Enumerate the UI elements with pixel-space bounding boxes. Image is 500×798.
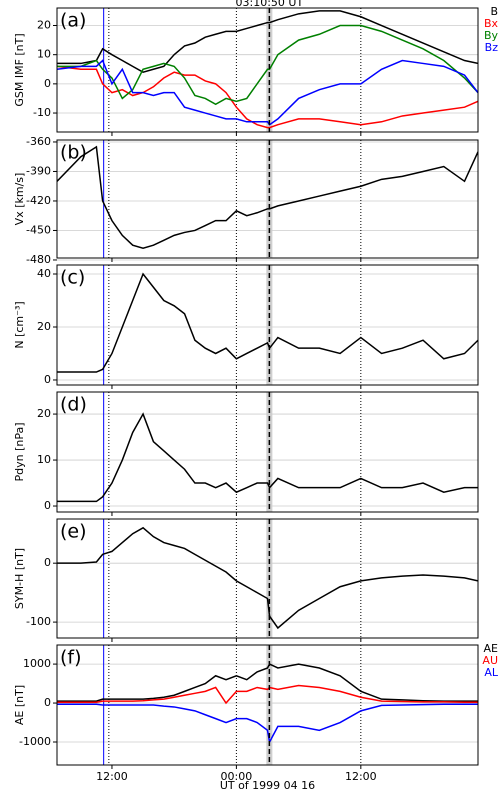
y-axis-label: AE [nT] <box>13 685 26 725</box>
y-tick-label: 0 <box>44 556 51 569</box>
y-tick-label: -480 <box>26 253 51 266</box>
y-tick-label: 0 <box>44 373 51 386</box>
y-tick-label: 1000 <box>23 657 51 670</box>
y-tick-label: -10 <box>33 106 51 119</box>
legend-entry: AE <box>484 642 499 655</box>
y-tick-label: -100 <box>26 615 51 628</box>
y-tick-label: -390 <box>26 164 51 177</box>
y-tick-label: 0 <box>44 696 51 709</box>
y-tick-label: 20 <box>37 19 51 32</box>
data-line <box>57 272 478 373</box>
y-tick-label: -450 <box>26 223 51 236</box>
panel-frame <box>56 391 479 513</box>
y-axis-label: Pdyn [nPa] <box>13 422 26 481</box>
y-tick-label: 20 <box>37 407 51 420</box>
panel-frame <box>56 7 479 133</box>
legend-entry: Bx <box>484 17 499 30</box>
data-line <box>57 663 478 702</box>
data-line <box>57 703 478 745</box>
x-tick-label: 00:00 <box>221 770 253 783</box>
x-tick-label: 12:00 <box>345 770 377 783</box>
y-tick-label: -360 <box>26 135 51 148</box>
legend-entry: AU <box>482 654 498 667</box>
data-line <box>57 412 478 503</box>
legend-entry: Bz <box>485 41 499 54</box>
y-axis-label: Vx [km/s] <box>13 173 26 226</box>
y-tick-label: 10 <box>37 453 51 466</box>
y-tick-label: 0 <box>44 499 51 512</box>
y-tick-label: 20 <box>37 320 51 333</box>
y-tick-label: 40 <box>37 267 51 280</box>
panel-frame <box>56 139 479 259</box>
event-label: 03:10:50 UT <box>236 0 304 9</box>
y-tick-label: 0 <box>44 77 51 90</box>
x-axis-label: UT of 1999 04 16 <box>220 779 315 792</box>
y-tick-label: 10 <box>37 48 51 61</box>
data-line <box>57 145 478 249</box>
panel-frame <box>56 264 479 386</box>
panel-frame <box>56 518 479 639</box>
x-tick-label: 12:00 <box>96 770 128 783</box>
y-axis-label: SYM-H [nT] <box>13 548 26 609</box>
panel-label: (a) <box>60 10 86 32</box>
data-line <box>57 59 478 126</box>
data-line <box>57 24 478 106</box>
panel-label: (c) <box>60 267 85 289</box>
panel-label: (e) <box>60 521 87 543</box>
legend-entry: By <box>484 29 499 42</box>
legend-entry: B <box>490 5 498 18</box>
y-tick-label: -420 <box>26 194 51 207</box>
y-axis-label: N [cm⁻³] <box>13 301 26 348</box>
panel-label: (d) <box>60 394 87 416</box>
data-line <box>57 684 478 705</box>
y-tick-label: -1000 <box>19 735 51 748</box>
panel-label: (f) <box>60 647 82 669</box>
data-line <box>57 10 478 73</box>
y-axis-label: GSM IMF [nT] <box>13 33 26 106</box>
legend-entry: AL <box>484 666 499 679</box>
panel-frame <box>56 644 479 766</box>
panel-label: (b) <box>60 142 87 164</box>
data-line <box>57 526 478 630</box>
